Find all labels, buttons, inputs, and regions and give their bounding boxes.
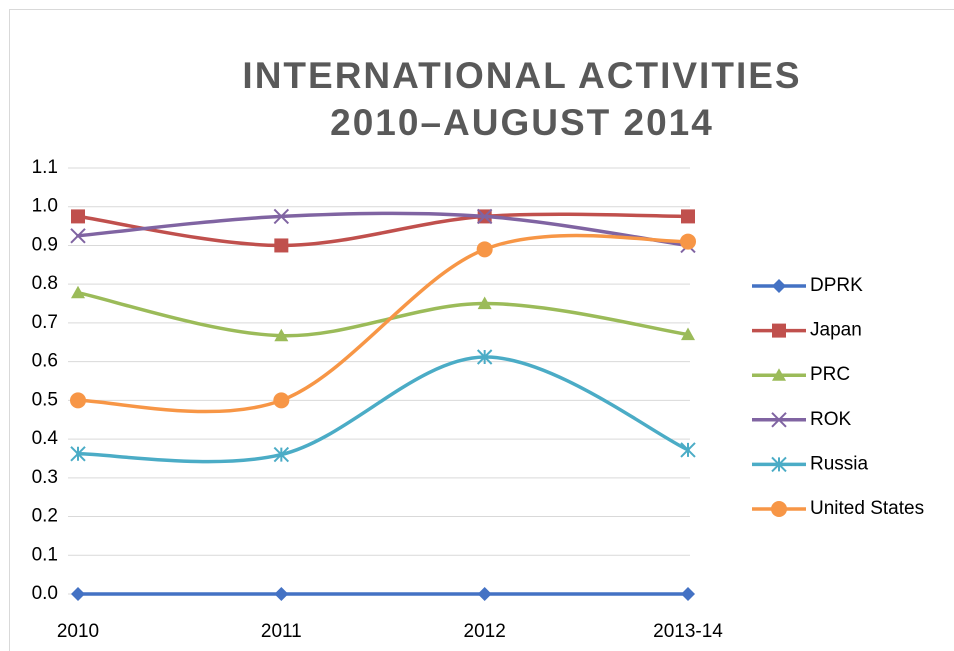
y-tick-label: 0.0 <box>32 583 58 604</box>
data-point <box>70 446 86 462</box>
legend-marker <box>772 279 786 293</box>
x-tick-label: 2011 <box>261 621 302 642</box>
legend-label: ROK <box>810 409 852 430</box>
data-point <box>274 238 289 253</box>
x-tick-label: 2013-14 <box>653 621 723 642</box>
data-point <box>70 392 86 409</box>
x-tick-label: 2012 <box>464 621 506 642</box>
data-point <box>274 587 289 601</box>
series-line <box>76 233 690 414</box>
data-point <box>477 587 492 601</box>
y-tick-label: 0.9 <box>32 234 58 255</box>
chart-title: 2010–AUGUST 2014 <box>330 102 714 143</box>
data-point <box>680 442 696 458</box>
data-point <box>476 208 493 225</box>
y-tick-label: 0.6 <box>32 351 58 372</box>
series-line <box>76 211 690 248</box>
y-tick-label: 0.2 <box>32 506 58 527</box>
x-tick-label: 2010 <box>57 621 99 642</box>
y-tick-label: 1.1 <box>32 157 58 178</box>
y-tick-label: 0.4 <box>32 428 59 449</box>
data-point <box>71 587 85 601</box>
y-tick-label: 0.8 <box>32 273 58 294</box>
data-point <box>681 587 695 601</box>
y-tick-label: 0.1 <box>32 544 58 565</box>
series-line <box>76 290 690 338</box>
data-point <box>476 241 493 258</box>
legend-marker <box>771 456 787 473</box>
legend-label: PRC <box>810 364 850 385</box>
legend-marker <box>771 501 787 517</box>
data-point <box>274 328 289 342</box>
legend-label: Russia <box>810 453 869 474</box>
data-point <box>477 296 492 310</box>
y-tick-label: 0.5 <box>32 389 58 410</box>
data-point <box>273 392 290 409</box>
legend-label: DPRK <box>810 275 863 296</box>
data-point <box>681 209 695 224</box>
y-tick-label: 0.7 <box>32 312 58 333</box>
chart-title: INTERNATIONAL ACTIVITIES <box>242 55 801 96</box>
legend-marker <box>772 323 786 338</box>
y-tick-label: 1.0 <box>32 196 58 217</box>
data-point <box>70 228 86 244</box>
data-point <box>71 285 85 299</box>
series-line <box>76 212 690 248</box>
data-point <box>680 233 696 250</box>
data-point <box>273 446 290 463</box>
y-tick-label: 0.3 <box>32 467 58 488</box>
data-point <box>476 349 493 365</box>
legend-label: Japan <box>810 320 862 341</box>
data-point <box>71 209 85 224</box>
data-point <box>273 208 290 225</box>
legend-label: United States <box>810 498 924 519</box>
legend-marker <box>772 368 786 381</box>
series-line <box>76 355 690 464</box>
legend-marker <box>771 412 787 428</box>
data-point <box>681 327 695 341</box>
